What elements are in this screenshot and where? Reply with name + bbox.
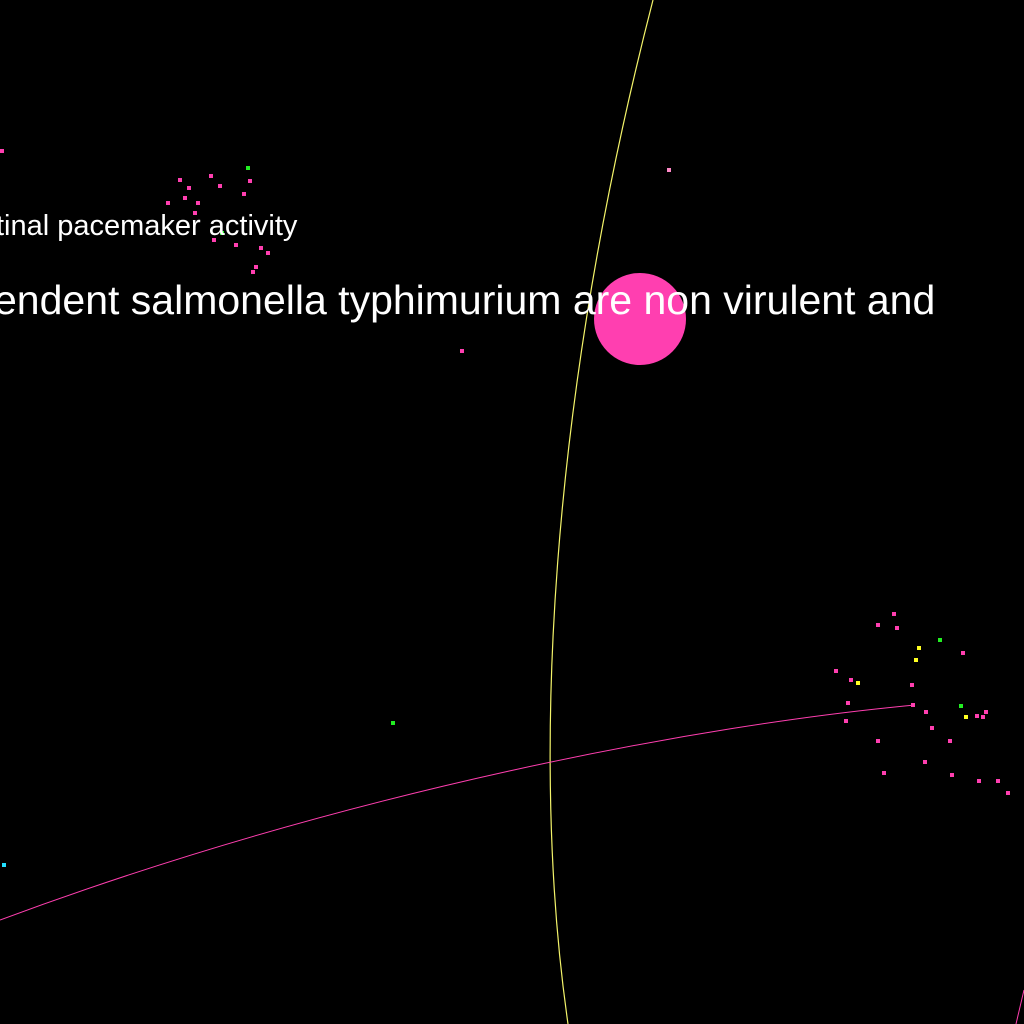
pink-node[interactable]: [209, 174, 213, 178]
pink-node[interactable]: [882, 771, 886, 775]
pink-node[interactable]: [183, 196, 187, 200]
yellow-node[interactable]: [914, 658, 918, 662]
green-node[interactable]: [391, 721, 395, 725]
pink-node[interactable]: [259, 246, 263, 250]
pink-node[interactable]: [248, 179, 252, 183]
pink-node[interactable]: [187, 186, 191, 190]
pink-node[interactable]: [234, 243, 238, 247]
pink-edge-arc: [0, 704, 916, 921]
hub-node[interactable]: [594, 273, 686, 365]
pink-node[interactable]: [876, 739, 880, 743]
pink-node[interactable]: [895, 626, 899, 630]
pink-node[interactable]: [218, 184, 222, 188]
pink-node[interactable]: [834, 669, 838, 673]
node-layer: [0, 149, 1010, 867]
yellow-node[interactable]: [964, 715, 968, 719]
pink-light-node[interactable]: [667, 168, 671, 172]
green-node[interactable]: [938, 638, 942, 642]
pink-node[interactable]: [1006, 791, 1010, 795]
pink-node[interactable]: [846, 701, 850, 705]
green-node[interactable]: [220, 231, 224, 235]
pink-node[interactable]: [911, 703, 915, 707]
pink-node[interactable]: [923, 760, 927, 764]
pink-node[interactable]: [460, 349, 464, 353]
pink-node[interactable]: [251, 270, 255, 274]
pink-node[interactable]: [844, 719, 848, 723]
pink-node[interactable]: [977, 779, 981, 783]
node-label-salmonella: endent salmonella typhimurium are non vi…: [0, 277, 935, 323]
pink-node[interactable]: [166, 201, 170, 205]
pink-node[interactable]: [948, 739, 952, 743]
yellow-node[interactable]: [856, 681, 860, 685]
pink-node[interactable]: [212, 238, 216, 242]
pink-node[interactable]: [892, 612, 896, 616]
pink-node[interactable]: [193, 211, 197, 215]
pink-node[interactable]: [266, 251, 270, 255]
pink-node[interactable]: [950, 773, 954, 777]
yellow-node[interactable]: [917, 646, 921, 650]
pink-node[interactable]: [924, 710, 928, 714]
green-node[interactable]: [959, 704, 963, 708]
pink-node[interactable]: [930, 726, 934, 730]
pink-node[interactable]: [178, 178, 182, 182]
pink-node[interactable]: [876, 623, 880, 627]
pink-node[interactable]: [849, 678, 853, 682]
pink-node[interactable]: [242, 192, 246, 196]
green-node[interactable]: [246, 166, 250, 170]
pink-node[interactable]: [0, 149, 4, 153]
pink-node[interactable]: [996, 779, 1000, 783]
pink-node[interactable]: [981, 715, 985, 719]
cyan-node[interactable]: [2, 863, 6, 867]
yellow-edge-arc: [549, 0, 654, 1024]
pink-edge-corner: [1015, 989, 1024, 1024]
pink-node[interactable]: [196, 201, 200, 205]
node-label-pacemaker: tinal pacemaker activity: [0, 210, 298, 242]
pink-node[interactable]: [910, 683, 914, 687]
pink-node[interactable]: [254, 265, 258, 269]
pink-node[interactable]: [961, 651, 965, 655]
pink-node[interactable]: [975, 714, 979, 718]
pink-node[interactable]: [984, 710, 988, 714]
